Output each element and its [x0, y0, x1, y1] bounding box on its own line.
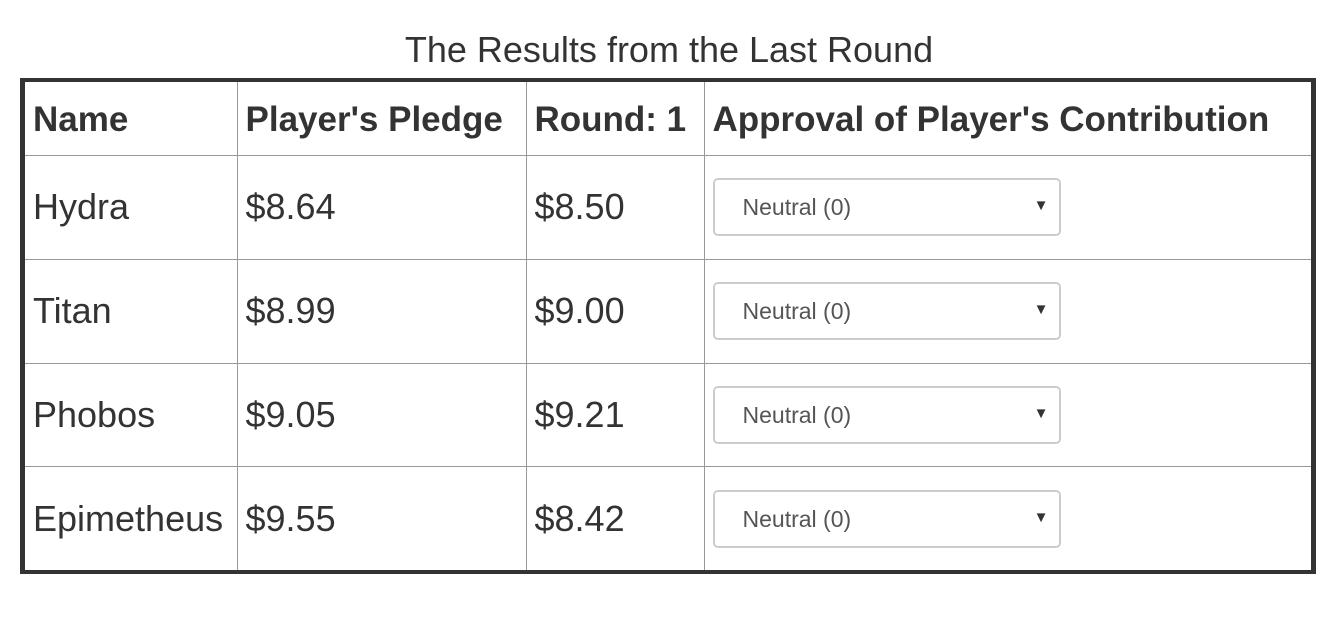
approval-select[interactable]: Neutral (0) ▼: [712, 385, 1061, 444]
chevron-down-icon: ▼: [1033, 508, 1049, 526]
table-row: Phobos $9.05 $9.21 Neutral (0) ▼: [25, 362, 1311, 468]
results-table: Name Player's Pledge Round: 1 Approval o…: [25, 82, 1311, 570]
header-name: Name: [25, 82, 238, 156]
pledge-cell: $8.99: [236, 258, 527, 364]
approval-select[interactable]: Neutral (0) ▼: [712, 489, 1061, 548]
chevron-down-icon: ▼: [1033, 404, 1049, 422]
table-row: Hydra $8.64 $8.50 Neutral (0) ▼: [25, 155, 1311, 260]
player-name-cell: Titan: [25, 258, 238, 364]
chevron-down-icon: ▼: [1033, 197, 1049, 215]
round-cell: $9.21: [525, 362, 705, 468]
table-caption: The Results from the Last Round: [404, 29, 934, 70]
pledge-cell: $8.64: [236, 155, 527, 260]
approval-select[interactable]: Neutral (0) ▼: [712, 282, 1061, 341]
approval-cell: Neutral (0) ▼: [703, 362, 1311, 468]
table-row: Epimetheus $9.55 $8.42 Neutral (0) ▼: [25, 466, 1311, 570]
header-approval: Approval of Player's Contribution: [703, 82, 1311, 156]
pledge-cell: $9.55: [236, 466, 527, 570]
header-round: Round: 1: [525, 82, 705, 156]
player-name-cell: Epimetheus: [25, 466, 238, 570]
table-row: Titan $8.99 $9.00 Neutral (0) ▼: [25, 258, 1311, 364]
header-pledge: Player's Pledge: [236, 82, 527, 156]
pledge-cell: $9.05: [236, 362, 527, 468]
chevron-down-icon: ▼: [1033, 301, 1049, 319]
player-name-cell: Hydra: [25, 155, 238, 260]
approval-select-value: Neutral (0): [742, 505, 852, 532]
round-cell: $8.42: [525, 466, 705, 570]
approval-select[interactable]: Neutral (0) ▼: [712, 178, 1061, 237]
header-row: Name Player's Pledge Round: 1 Approval o…: [25, 82, 1311, 156]
round-cell: $9.00: [525, 258, 705, 364]
approval-cell: Neutral (0) ▼: [703, 466, 1311, 570]
approval-cell: Neutral (0) ▼: [703, 155, 1311, 260]
player-name-cell: Phobos: [25, 362, 238, 468]
results-table-container: Name Player's Pledge Round: 1 Approval o…: [20, 78, 1316, 574]
approval-select-value: Neutral (0): [742, 401, 852, 428]
approval-cell: Neutral (0) ▼: [703, 258, 1311, 364]
round-cell: $8.50: [525, 155, 705, 260]
approval-select-value: Neutral (0): [742, 194, 852, 221]
approval-select-value: Neutral (0): [742, 298, 852, 325]
